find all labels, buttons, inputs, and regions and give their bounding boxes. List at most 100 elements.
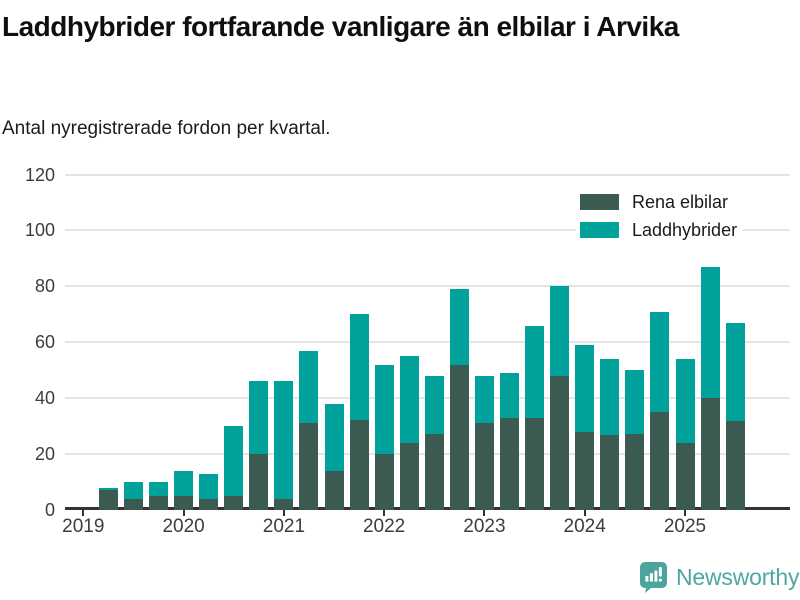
bar-2024-Q3	[625, 370, 645, 510]
bar-segment-laddhybrider	[123, 482, 143, 499]
bar-segment-laddhybrider	[174, 470, 194, 497]
bar-2022-Q2	[399, 356, 419, 510]
bar-segment-laddhybrider	[199, 473, 219, 499]
newsworthy-logo-icon	[640, 562, 667, 593]
y-axis-label: 20	[34, 444, 55, 465]
y-axis-label: 0	[44, 500, 55, 520]
gridline	[65, 285, 790, 288]
newsworthy-logo: Newsworthy	[639, 561, 799, 593]
bar-segment-laddhybrider	[500, 373, 519, 418]
x-axis-label: 2024	[563, 516, 606, 537]
bar-segment-rena-elbilar	[600, 434, 620, 510]
bar-segment-laddhybrider	[349, 314, 369, 421]
bar-2021-Q4	[349, 314, 369, 510]
legend-swatch-rena-elbilar	[580, 194, 619, 210]
y-axis-label: 100	[24, 220, 55, 241]
bar-2020-Q3	[224, 426, 244, 510]
newsworthy-brand-text: Newsworthy	[676, 563, 800, 590]
bar-2024-Q4	[650, 311, 670, 510]
bar-segment-laddhybrider	[625, 370, 645, 435]
bar-segment-rena-elbilar	[700, 398, 720, 510]
bar-segment-laddhybrider	[675, 359, 695, 443]
x-axis-tick	[82, 510, 85, 516]
bar-2022-Q1	[374, 364, 394, 510]
bar-segment-rena-elbilar	[399, 442, 419, 510]
bar-2022-Q3	[424, 375, 444, 510]
bar-2025-Q1	[675, 359, 695, 510]
bar-2020-Q4	[249, 381, 269, 510]
bar-segment-rena-elbilar	[349, 420, 369, 510]
bar-segment-rena-elbilar	[374, 454, 394, 510]
bar-segment-rena-elbilar	[149, 496, 168, 510]
bar-segment-laddhybrider	[550, 286, 570, 376]
bar-segment-rena-elbilar	[474, 423, 494, 510]
bar-segment-laddhybrider	[525, 325, 545, 418]
bar-segment-rena-elbilar	[299, 423, 319, 510]
bar-segment-laddhybrider	[98, 487, 118, 491]
x-axis-label: 2023	[463, 516, 506, 537]
bar-segment-rena-elbilar	[324, 470, 344, 510]
bar-2022-Q4	[449, 289, 469, 510]
x-axis-label: 2025	[663, 516, 707, 537]
bar-segment-laddhybrider	[249, 381, 269, 455]
legend-swatch-laddhybrider	[580, 222, 619, 238]
page-title: Laddhybrider fortfarande vanligare än el…	[2, 11, 679, 42]
x-axis-label: 2021	[262, 516, 306, 537]
bar-2024-Q1	[575, 345, 595, 510]
bar-2023-Q2	[500, 373, 519, 510]
bar-segment-rena-elbilar	[449, 364, 469, 510]
x-axis-tick	[383, 510, 386, 516]
bar-segment-rena-elbilar	[550, 375, 570, 510]
bar-2019-Q4	[149, 482, 168, 510]
x-axis-tick	[282, 510, 285, 516]
gridline	[65, 229, 790, 232]
bar-segment-laddhybrider	[650, 311, 670, 413]
bar-segment-laddhybrider	[424, 375, 444, 435]
bar-segment-rena-elbilar	[98, 490, 118, 510]
bar-segment-laddhybrider	[374, 364, 394, 455]
bar-segment-rena-elbilar	[625, 434, 645, 510]
bar-segment-laddhybrider	[700, 266, 720, 399]
legend-item-rena-elbilar: Rena elbilar	[576, 190, 735, 214]
bar-segment-laddhybrider	[399, 356, 419, 443]
bar-2021-Q2	[299, 350, 319, 510]
x-axis-tick	[182, 510, 185, 516]
bar-segment-rena-elbilar	[249, 454, 269, 510]
bar-2024-Q2	[600, 359, 620, 510]
bar-segment-rena-elbilar	[424, 434, 444, 510]
chart-subtitle: Antal nyregistrerade fordon per kvartal.	[2, 118, 331, 139]
bar-2019-Q3	[123, 482, 143, 510]
y-axis-label: 40	[34, 388, 55, 409]
x-axis-tick	[483, 510, 486, 516]
bar-2020-Q2	[199, 473, 219, 510]
bar-segment-rena-elbilar	[675, 442, 695, 510]
bar-segment-rena-elbilar	[224, 495, 244, 510]
x-axis-tick	[684, 510, 686, 516]
legend-label: Rena elbilar	[632, 191, 729, 212]
bar-segment-laddhybrider	[600, 359, 620, 435]
bar-segment-laddhybrider	[299, 350, 319, 424]
bar-segment-laddhybrider	[575, 345, 595, 432]
y-axis-label: 120	[24, 164, 55, 185]
x-axis-label: 2022	[362, 516, 406, 537]
bar-segment-rena-elbilar	[650, 412, 670, 510]
bar-segment-rena-elbilar	[525, 417, 545, 510]
bar-segment-laddhybrider	[725, 322, 745, 421]
bar-segment-rena-elbilar	[725, 420, 745, 510]
bar-segment-rena-elbilar	[199, 498, 219, 510]
y-axis-label: 60	[34, 332, 55, 353]
y-axis-label: 80	[34, 276, 55, 297]
bar-2023-Q3	[525, 325, 545, 510]
bar-segment-rena-elbilar	[575, 431, 595, 510]
bar-segment-rena-elbilar	[500, 417, 519, 510]
bar-segment-laddhybrider	[224, 426, 244, 496]
gridline	[65, 341, 790, 344]
x-axis-label: 2020	[162, 516, 205, 537]
bar-2019-Q2	[98, 487, 118, 510]
bar-2021-Q1	[274, 381, 294, 510]
bar-segment-rena-elbilar	[174, 496, 194, 510]
bar-segment-laddhybrider	[324, 403, 344, 471]
gridline	[65, 173, 790, 176]
